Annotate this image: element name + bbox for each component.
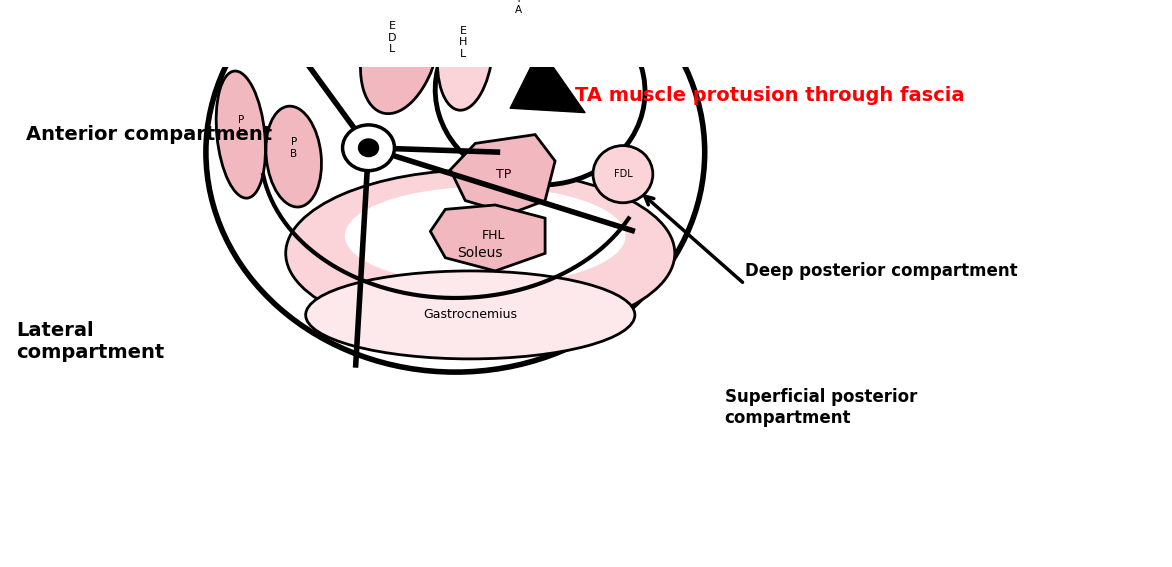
Ellipse shape bbox=[306, 271, 635, 359]
Polygon shape bbox=[450, 134, 556, 214]
Text: Anterior compartment: Anterior compartment bbox=[26, 125, 272, 144]
Ellipse shape bbox=[593, 146, 653, 203]
Text: E
D
L: E D L bbox=[388, 21, 396, 54]
Text: T
A: T A bbox=[515, 0, 522, 15]
Text: Deep posterior compartment: Deep posterior compartment bbox=[744, 262, 1017, 280]
Ellipse shape bbox=[346, 187, 625, 284]
Text: P
B: P B bbox=[291, 137, 298, 159]
Text: TA muscle protusion through fascia: TA muscle protusion through fascia bbox=[575, 86, 965, 104]
Circle shape bbox=[342, 125, 395, 171]
Text: Gastrocnemius: Gastrocnemius bbox=[423, 308, 517, 321]
Ellipse shape bbox=[361, 0, 441, 113]
Text: Superficial posterior
compartment: Superficial posterior compartment bbox=[724, 388, 917, 427]
Polygon shape bbox=[430, 205, 545, 271]
Circle shape bbox=[359, 139, 379, 156]
Ellipse shape bbox=[216, 71, 266, 198]
Ellipse shape bbox=[437, 0, 493, 110]
Text: FDL: FDL bbox=[613, 169, 632, 179]
Text: P
L: P L bbox=[238, 115, 244, 137]
Text: Soleus: Soleus bbox=[457, 246, 503, 260]
Ellipse shape bbox=[206, 0, 704, 372]
Polygon shape bbox=[510, 48, 585, 113]
Ellipse shape bbox=[495, 0, 543, 50]
Text: E
H
L: E H L bbox=[459, 26, 468, 59]
Ellipse shape bbox=[435, 0, 645, 185]
Text: Lateral
compartment: Lateral compartment bbox=[16, 321, 164, 362]
Text: FHL: FHL bbox=[482, 229, 505, 242]
Ellipse shape bbox=[266, 106, 321, 207]
Text: TP: TP bbox=[496, 168, 511, 181]
Ellipse shape bbox=[286, 170, 675, 337]
